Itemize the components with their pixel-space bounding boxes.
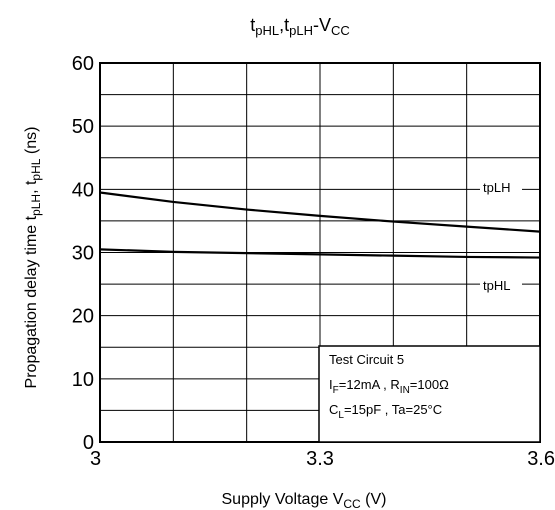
y-tick-label: 30 — [72, 243, 94, 265]
y-tick-label: 50 — [72, 116, 94, 138]
y-axis-label: Propagation delay time tpLH​, tpHL​ (ns) — [23, 127, 43, 389]
series-line-tplh — [99, 191, 541, 233]
series-label-tplh: tpLH — [483, 180, 510, 195]
x-tick-label: 3.3 — [306, 448, 334, 470]
y-tick-label: 10 — [72, 369, 94, 391]
annotation-line-conditions-if-rin: IF​=12mA , RIN​=100Ω — [329, 377, 449, 396]
y-tick-label: 40 — [72, 179, 94, 201]
chart-title: tpHL​,tpLH​-VCC​ — [250, 15, 350, 38]
series-label-bg-tphl — [480, 279, 522, 294]
tick-labels: 0 10 20 30 40 50 60 3 3.3 3.6 — [72, 53, 555, 470]
y-tick-label: 0 — [83, 432, 94, 454]
annotation-line-conditions-cl-ta: CL​=15pF , Ta=25°C — [329, 402, 442, 421]
series-group — [99, 191, 541, 259]
titles: tpHL​,tpLH​-VCC​ Supply Voltage VCC​ (V) P… — [23, 15, 387, 510]
x-axis-label: Supply Voltage VCC​ (V) — [222, 491, 387, 510]
legend-group: tpLH tpHL — [480, 180, 522, 294]
y-tick-label: 20 — [72, 306, 94, 328]
annotation-line-test-circuit: Test Circuit 5 — [329, 352, 404, 367]
series-line-tphl — [99, 248, 541, 259]
annotation-box: Test Circuit 5 IF​=12mA , RIN​=100Ω CL​=15… — [318, 345, 541, 443]
series-label-bg-tplh — [480, 181, 522, 196]
annotation-box-frame — [318, 345, 541, 443]
x-tick-label: 3.6 — [527, 448, 555, 470]
series-label-tphl: tpHL — [483, 278, 510, 293]
x-tick-label: 3 — [90, 448, 101, 470]
y-tick-label: 60 — [72, 53, 94, 75]
